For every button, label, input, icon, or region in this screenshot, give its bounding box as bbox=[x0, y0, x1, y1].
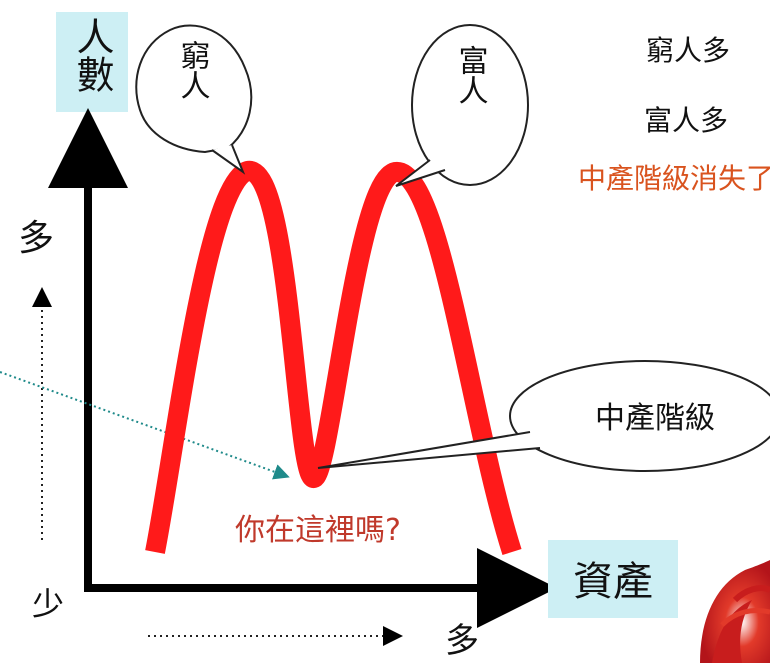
rich-speech-bubble bbox=[411, 24, 529, 186]
question-text: 你在這裡嗎? bbox=[235, 513, 401, 548]
middle-class-bubble-tail bbox=[317, 431, 541, 469]
question-pointer-arrow bbox=[0, 371, 290, 480]
x-more-label: 多 bbox=[445, 621, 479, 661]
origin-less-label: 少 bbox=[32, 585, 64, 623]
y-more-label: 多 bbox=[18, 218, 54, 259]
poor-speech-bubble bbox=[135, 24, 253, 154]
note-poor-many: 窮人多 bbox=[646, 34, 730, 67]
middle-class-speech-bubble bbox=[509, 360, 770, 472]
note-rich-many: 富人多 bbox=[644, 104, 728, 137]
y-axis-label-box bbox=[56, 12, 128, 112]
decorative-flame-graphic bbox=[700, 560, 770, 663]
rich-bubble-tail bbox=[395, 159, 446, 187]
note-middle-class-gone: 中產階級消失了 bbox=[578, 162, 770, 195]
y-axis-label: 人數 bbox=[70, 17, 114, 93]
poor-bubble-label: 窮人 bbox=[175, 40, 210, 100]
middle-class-bubble-label: 中產階級 bbox=[595, 401, 715, 436]
x-axis-label-box bbox=[548, 540, 678, 618]
poor-bubble-tail bbox=[211, 144, 246, 175]
m-distribution-curve bbox=[145, 161, 522, 556]
x-axis-label: 資產 bbox=[573, 559, 653, 605]
rich-bubble-label: 富人 bbox=[453, 45, 488, 105]
